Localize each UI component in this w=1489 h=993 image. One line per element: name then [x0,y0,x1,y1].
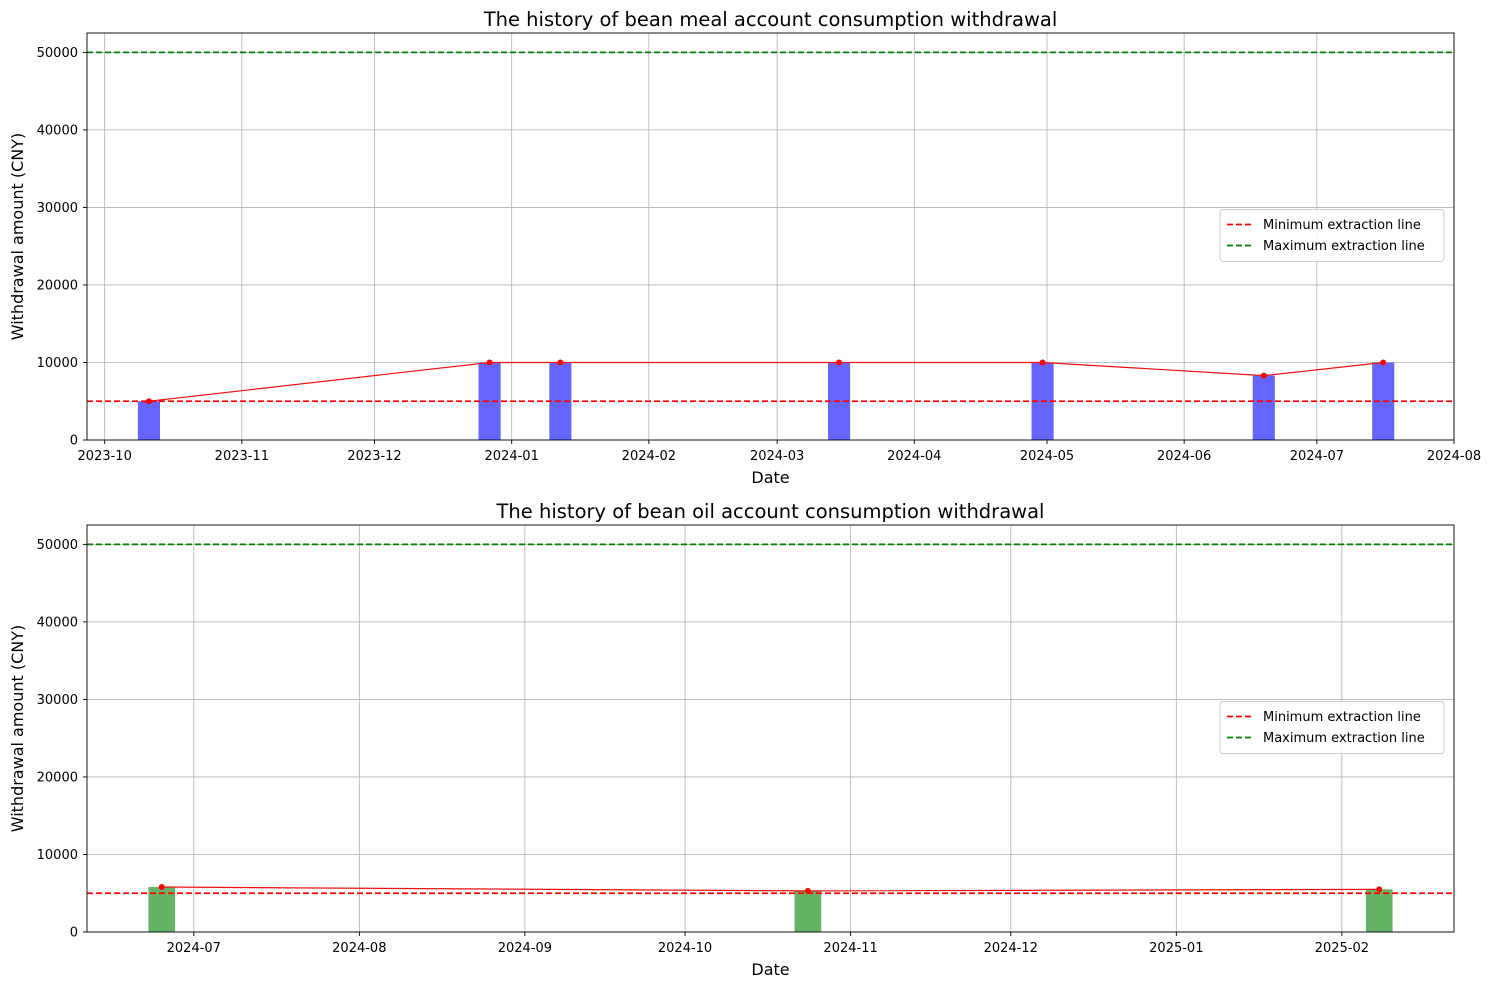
chart-panel-1: 2023-10 2023-11 2023-12 2024-01 2024-02 2024-… [8,8,1481,487]
y-tick-label: 0 [70,434,78,449]
trend-line [148,361,1384,402]
y-tick-label: 0 [70,926,78,941]
legend: Minimum extraction line Maximum extractio… [1219,701,1445,754]
bar-3 [1365,889,1393,932]
legend-label: Minimum extraction line [1263,710,1421,725]
data-point-1 [158,884,165,891]
bar-2 [478,362,501,440]
x-tick-label: 2023-10 [78,449,132,464]
x-tick-label: 2025-01 [1149,941,1203,956]
x-tick-label: 2023-11 [215,449,269,464]
x-tick-label: 2024-02 [622,449,676,464]
legend: Minimum extraction line Maximum extractio… [1219,209,1445,262]
x-tick-label: 2024-03 [750,449,804,464]
bar-1 [148,887,176,932]
x-axis-label: Date [751,960,789,979]
x-tick-label: 2024-01 [485,449,539,464]
x-tick-label: 2024-07 [167,941,221,956]
plot-area [87,51,1454,440]
x-tick-label: 2024-08 [332,941,386,956]
bar-1 [137,401,160,440]
legend-label: Maximum extraction line [1263,731,1425,746]
y-tick-label: 50000 [37,46,78,61]
y-tick-label: 50000 [37,538,78,553]
data-point-1 [145,398,152,405]
chart-title: The history of bean oil account consumpt… [496,500,1045,523]
data-point-6 [1260,372,1267,379]
x-tick-label: 2024-12 [984,941,1038,956]
y-axis-label: Withdrawal amount (CNY) [8,133,27,341]
legend-label: Maximum extraction line [1263,239,1425,254]
chart-title: The history of bean meal account consump… [483,8,1058,31]
y-tick-label: 20000 [37,770,78,785]
chart-panel-2: 2024-07 2024-08 2024-09 2024-10 2024-11 2024-… [8,500,1455,979]
data-point-5 [1039,359,1046,366]
y-tick-label: 20000 [37,278,78,293]
data-point-4 [836,359,843,366]
y-tick-label: 10000 [37,356,78,371]
x-tick-label: 2024-06 [1157,449,1211,464]
x-tick-label: 2025-02 [1315,941,1369,956]
trend-line [161,886,1380,892]
x-tick-label: 2024-07 [1290,449,1344,464]
data-point-3 [1376,886,1383,893]
y-tick-label: 10000 [37,848,78,863]
y-tick-label: 40000 [37,615,78,630]
plot-area [87,543,1454,932]
axes-frame [86,32,1455,441]
axes-frame [86,524,1455,933]
x-tick-label: 2024-08 [1427,449,1481,464]
x-tick-label: 2024-10 [658,941,712,956]
y-axis-label: Withdrawal amount (CNY) [8,625,27,833]
x-tick-label: 2023-12 [347,449,401,464]
x-tick-label: 2024-05 [1020,449,1074,464]
bar-6 [1252,375,1275,440]
data-point-2 [804,887,811,894]
legend-label: Minimum extraction line [1263,218,1421,233]
x-tick-label: 2024-09 [498,941,552,956]
x-tick-label: 2024-11 [823,941,877,956]
y-tick-label: 40000 [37,123,78,138]
legend-box [1219,209,1445,262]
y-tick-label: 30000 [37,201,78,216]
data-point-2 [486,359,493,366]
bar-2 [794,890,822,932]
x-tick-label: 2024-04 [887,449,941,464]
x-axis-label: Date [751,468,789,487]
y-tick-label: 30000 [37,693,78,708]
legend-box [1219,701,1445,754]
data-point-3 [557,359,564,366]
data-point-7 [1380,359,1387,366]
